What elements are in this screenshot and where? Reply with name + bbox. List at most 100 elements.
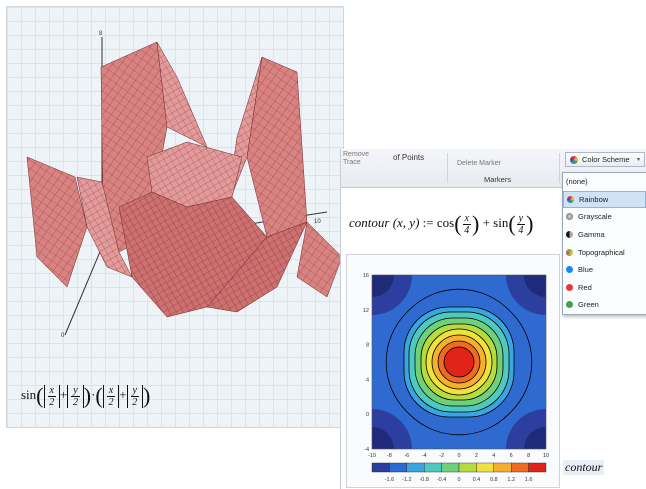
x-var: x xyxy=(47,384,56,397)
x-tick-label: 0 xyxy=(457,453,460,459)
ribbon-separator xyxy=(559,153,560,183)
menu-item-label: Gamma xyxy=(578,230,605,240)
contour-fill xyxy=(372,275,546,449)
function-name: contour xyxy=(349,214,390,230)
denom: 2 xyxy=(49,396,55,408)
cos-func: cos xyxy=(436,214,455,230)
x-tick-label: -4 xyxy=(422,453,427,459)
menu-item-label: Green xyxy=(578,300,599,310)
menu-item-grayscale[interactable]: Grayscale xyxy=(563,208,646,226)
plot-frame xyxy=(371,274,547,450)
colorbar-tick-label: -0.8 xyxy=(419,477,428,483)
colorbar-swatch xyxy=(441,462,460,473)
colorbar-swatch xyxy=(476,462,494,473)
contour-plot[interactable]: -10 -8 -6 -4 -2 0 2 4 6 8 10 -4 0 4 8 12 16 -1.6 -1.2 -0.… xyxy=(347,255,559,487)
menu-item-label: Grayscale xyxy=(578,212,612,222)
colorbar-tick-label: 0.8 xyxy=(490,477,498,483)
x-axis-label: 10 xyxy=(314,219,321,225)
y-tick-label: 8 xyxy=(366,343,369,349)
remove-trace-button[interactable]: Remove Trace xyxy=(343,151,370,166)
colorbar-tick-label: -1.2 xyxy=(402,477,411,483)
y-tick-label: -4 xyxy=(364,447,369,453)
markers-group-label: Markers xyxy=(484,175,512,184)
x-tick-label: -2 xyxy=(439,453,444,459)
x-tick-label: -10 xyxy=(368,453,376,459)
y-axis-label: 0 xyxy=(61,333,65,339)
delete-marker-button[interactable]: Delete Marker xyxy=(457,160,501,167)
chevron-down-icon: ▾ xyxy=(636,157,640,163)
colorbar-tick-label: 1.2 xyxy=(507,477,515,483)
y-var: y xyxy=(130,384,139,397)
y-var: y xyxy=(516,212,526,225)
menu-item-blue[interactable]: Blue xyxy=(563,261,646,279)
denom: 2 xyxy=(108,396,114,408)
denom: 2 xyxy=(73,396,79,408)
x-tick-label: -8 xyxy=(387,453,392,459)
grayscale-icon xyxy=(566,213,573,221)
menu-item-label: Blue xyxy=(578,265,594,275)
x-var: x xyxy=(462,212,471,225)
colorbar-swatch xyxy=(493,462,512,473)
plus-sign: + xyxy=(59,386,68,402)
color-wheel-icon xyxy=(570,155,578,164)
colorbar-swatch xyxy=(510,462,529,473)
menu-item-none[interactable]: (none) xyxy=(563,173,646,191)
denom: 4 xyxy=(518,224,524,236)
menu-item-green[interactable]: Green xyxy=(563,296,646,314)
topographical-icon xyxy=(566,248,573,256)
menu-item-label: Red xyxy=(578,282,592,292)
menu-item-gamma[interactable]: Gamma xyxy=(563,226,646,244)
y-var: y xyxy=(71,384,80,397)
colorbar-tick-label: 0 xyxy=(457,477,460,483)
x-var: x xyxy=(106,384,116,397)
plus-sign: + xyxy=(119,386,127,402)
colorbar-tick-label: 0.4 xyxy=(473,477,481,483)
y-tick-label: 4 xyxy=(366,377,369,383)
contour-plot-label[interactable]: contour xyxy=(563,460,605,475)
sin-func: sin xyxy=(493,214,509,230)
menu-item-label: Topographical xyxy=(578,247,625,257)
y-axis xyxy=(64,246,103,336)
of-points-button[interactable]: of Points xyxy=(393,153,425,162)
surface-mesh xyxy=(26,41,343,318)
assign-op: := xyxy=(422,214,434,230)
green-icon xyxy=(566,301,573,309)
x-tick-label: -6 xyxy=(404,453,409,459)
contour-definition[interactable]: contour (x, y) := cos(x 4) + sin(y 4) xyxy=(349,211,534,236)
x-tick-label: 4 xyxy=(492,453,495,459)
z-axis-label: 8 xyxy=(99,31,103,37)
blue-icon xyxy=(566,266,573,274)
colorbar-tick-labels: -1.6 -1.2 -0.8 -0.4 0 0.4 0.8 1.2 1.6 xyxy=(385,477,533,483)
colorbar-swatch xyxy=(423,462,442,473)
menu-item-red[interactable]: Red xyxy=(563,279,646,297)
menu-item-rainbow[interactable]: Rainbow xyxy=(563,190,646,209)
sin-func: sin xyxy=(21,386,37,402)
function-args: (x, y) xyxy=(392,214,420,230)
contour-worksheet: Remove Trace of Points Delete Marker Mar… xyxy=(340,149,646,489)
dot-op: · xyxy=(91,386,96,402)
red-icon xyxy=(566,283,573,291)
x-tick-label: 10 xyxy=(543,453,549,459)
surface-formula[interactable]: sin(x 2 + y 2)·(x 2 + y 2) xyxy=(21,383,151,408)
colorbar-swatch xyxy=(528,462,547,473)
colorbar-tick-label: 1.6 xyxy=(525,477,533,483)
surface-plot-region[interactable]: 8 10 0 sin(x 2 + y 2)·(x 2 + y 2) xyxy=(6,6,344,428)
gamma-icon xyxy=(566,231,573,239)
color-scheme-menu[interactable]: (none) Rainbow Grayscale Gamma Topograph… xyxy=(562,172,646,315)
y-tick-label: 0 xyxy=(366,412,369,418)
color-scheme-button[interactable]: Color Scheme ▾ xyxy=(565,152,645,167)
menu-item-label: Rainbow xyxy=(579,194,609,204)
colorbar-swatch xyxy=(389,462,408,473)
colorbar-swatch xyxy=(406,462,425,473)
color-scheme-label: Color Scheme xyxy=(582,155,630,164)
ribbon-separator xyxy=(447,153,448,183)
menu-item-label: (none) xyxy=(566,177,588,187)
x-tick-labels: -10 -8 -6 -4 -2 0 2 4 6 8 10 xyxy=(368,453,549,459)
colorbar-tick-label: -0.4 xyxy=(437,477,446,483)
x-tick-label: 6 xyxy=(510,453,513,459)
menu-item-topographical[interactable]: Topographical xyxy=(563,243,646,261)
contour-plot-region[interactable]: -10 -8 -6 -4 -2 0 2 4 6 8 10 -4 0 4 8 12 16 -1.6 -1.2 -0.… xyxy=(346,254,560,488)
denom: 4 xyxy=(464,224,470,236)
surface-plot[interactable]: 8 10 0 xyxy=(7,7,343,427)
y-tick-label: 16 xyxy=(363,273,369,279)
